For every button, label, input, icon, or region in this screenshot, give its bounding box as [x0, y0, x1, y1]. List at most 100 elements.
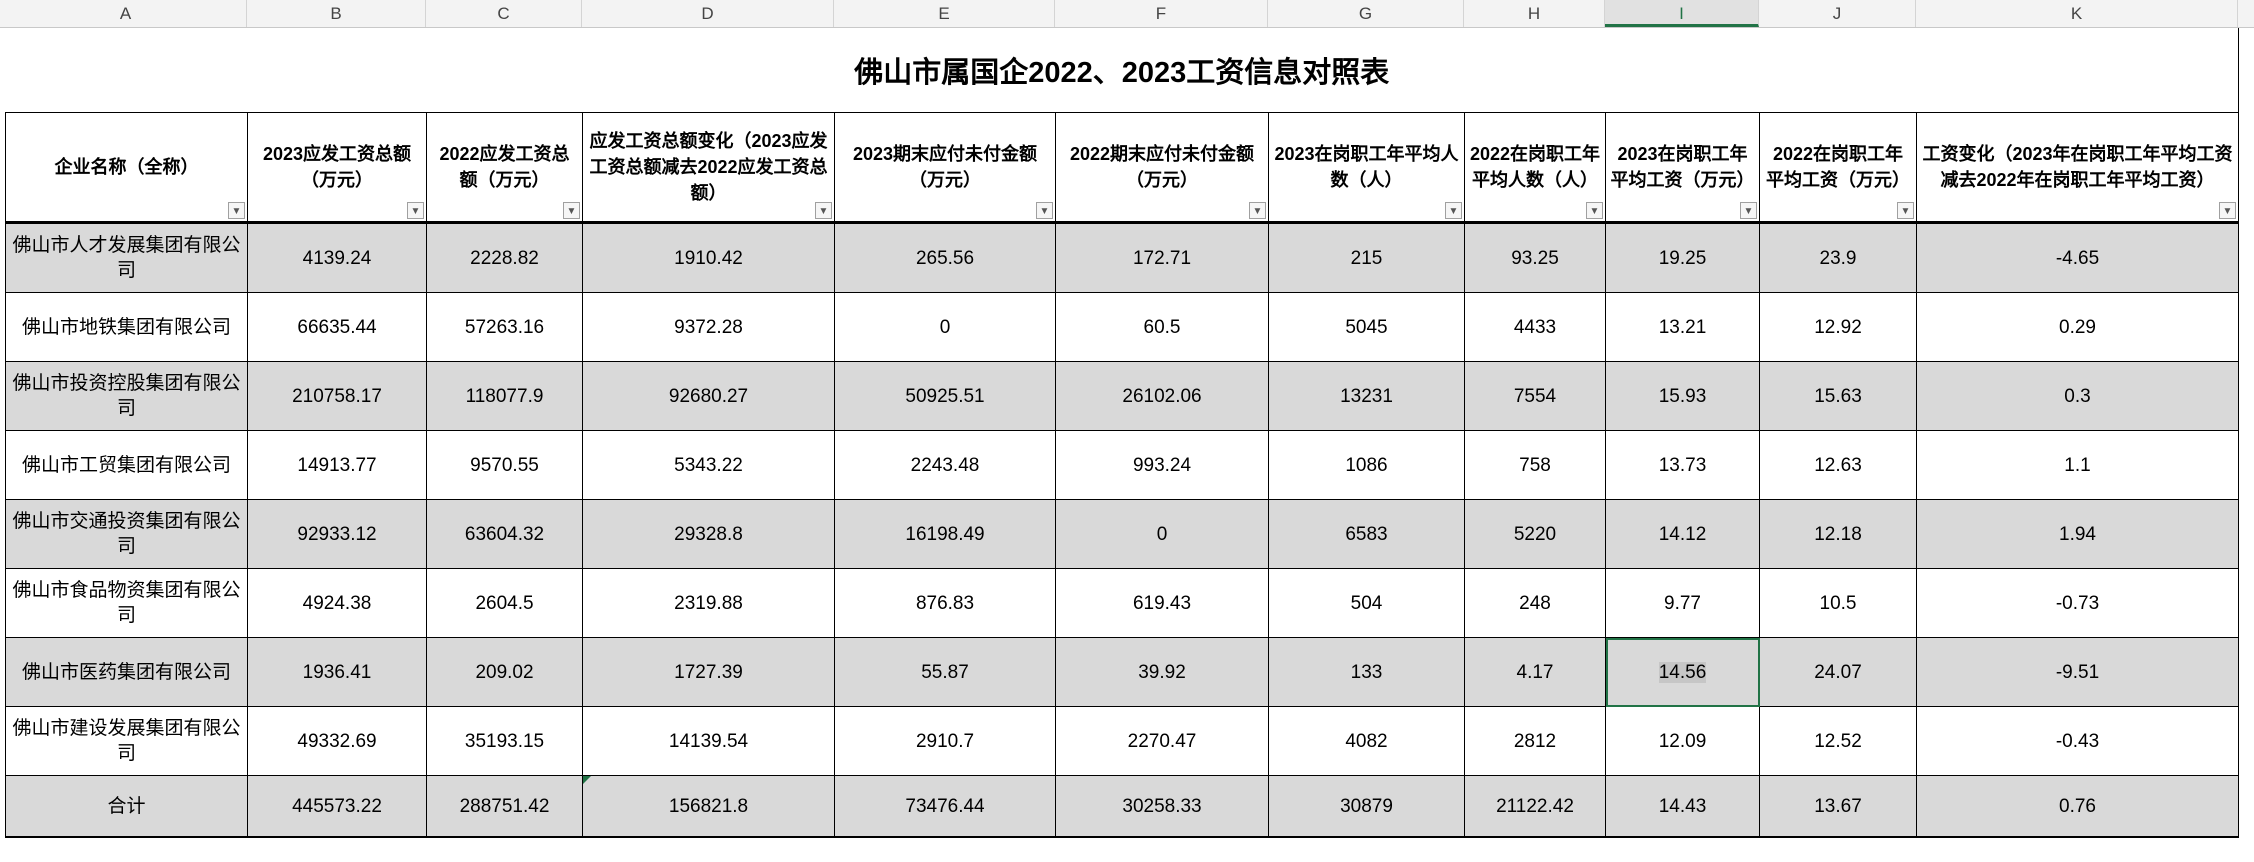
data-cell[interactable]: 1.1: [1916, 430, 2239, 500]
data-cell[interactable]: 50925.51: [834, 361, 1056, 431]
company-name-cell[interactable]: 佛山市医药集团有限公司: [5, 637, 248, 707]
data-cell[interactable]: 4924.38: [247, 568, 427, 638]
data-cell[interactable]: 14139.54: [582, 706, 835, 776]
column-header-cell[interactable]: 2023在岗职工年平均人数（人） ▼: [1268, 112, 1465, 224]
data-cell[interactable]: 265.56: [834, 222, 1056, 293]
data-cell[interactable]: 49332.69: [247, 706, 427, 776]
data-cell[interactable]: 215: [1268, 222, 1465, 293]
data-cell[interactable]: 993.24: [1055, 430, 1269, 500]
total-cell[interactable]: 73476.44: [834, 775, 1056, 838]
total-cell[interactable]: 13.67: [1759, 775, 1917, 838]
company-name-cell[interactable]: 佛山市食品物资集团有限公司: [5, 568, 248, 638]
data-cell[interactable]: 5343.22: [582, 430, 835, 500]
data-cell[interactable]: 758: [1464, 430, 1606, 500]
data-cell[interactable]: 1910.42: [582, 222, 835, 293]
filter-dropdown-icon[interactable]: ▼: [1740, 202, 1757, 219]
data-cell[interactable]: 133: [1268, 637, 1465, 707]
total-cell[interactable]: 30879: [1268, 775, 1465, 838]
data-cell[interactable]: 16198.49: [834, 499, 1056, 569]
column-header-cell[interactable]: 工资变化（2023年在岗职工年平均工资减去2022年在岗职工年平均工资） ▼: [1916, 112, 2239, 224]
data-cell[interactable]: 10.5: [1759, 568, 1917, 638]
column-header-cell[interactable]: 2023在岗职工年平均工资（万元） ▼: [1605, 112, 1760, 224]
data-cell[interactable]: 39.92: [1055, 637, 1269, 707]
total-cell[interactable]: 21122.42: [1464, 775, 1606, 838]
data-cell[interactable]: 209.02: [426, 637, 583, 707]
data-cell[interactable]: 0.3: [1916, 361, 2239, 431]
data-cell[interactable]: 2228.82: [426, 222, 583, 293]
data-cell[interactable]: 92680.27: [582, 361, 835, 431]
column-header-g[interactable]: G: [1268, 0, 1464, 27]
data-cell[interactable]: 57263.16: [426, 292, 583, 362]
total-cell[interactable]: 156821.8: [582, 775, 835, 838]
data-cell[interactable]: 7554: [1464, 361, 1606, 431]
data-cell[interactable]: 9.77: [1605, 568, 1760, 638]
column-header-k[interactable]: K: [1916, 0, 2238, 27]
column-header-e[interactable]: E: [834, 0, 1055, 27]
column-header-cell[interactable]: 2022期末应付未付金额（万元） ▼: [1055, 112, 1269, 224]
data-cell[interactable]: 12.92: [1759, 292, 1917, 362]
column-header-b[interactable]: B: [247, 0, 426, 27]
column-header-d[interactable]: D: [582, 0, 834, 27]
data-cell[interactable]: 9372.28: [582, 292, 835, 362]
data-cell[interactable]: 12.09: [1605, 706, 1760, 776]
column-header-cell[interactable]: 2023应发工资总额（万元） ▼: [247, 112, 427, 224]
data-cell[interactable]: 55.87: [834, 637, 1056, 707]
company-name-cell[interactable]: 佛山市建设发展集团有限公司: [5, 706, 248, 776]
data-cell[interactable]: 29328.8: [582, 499, 835, 569]
total-cell[interactable]: 288751.42: [426, 775, 583, 838]
column-header-cell[interactable]: 2023期末应付未付金额（万元） ▼: [834, 112, 1056, 224]
data-cell[interactable]: 14.56: [1605, 637, 1760, 707]
column-header-cell[interactable]: 2022应发工资总额（万元） ▼: [426, 112, 583, 224]
data-cell[interactable]: 504: [1268, 568, 1465, 638]
total-cell[interactable]: 445573.22: [247, 775, 427, 838]
column-header-i[interactable]: I: [1605, 0, 1759, 27]
company-name-cell[interactable]: 佛山市交通投资集团有限公司: [5, 499, 248, 569]
data-cell[interactable]: 63604.32: [426, 499, 583, 569]
data-cell[interactable]: 26102.06: [1055, 361, 1269, 431]
data-cell[interactable]: 12.18: [1759, 499, 1917, 569]
company-name-cell[interactable]: 佛山市地铁集团有限公司: [5, 292, 248, 362]
data-cell[interactable]: 6583: [1268, 499, 1465, 569]
data-cell[interactable]: 15.63: [1759, 361, 1917, 431]
column-header-f[interactable]: F: [1055, 0, 1268, 27]
data-cell[interactable]: 0: [834, 292, 1056, 362]
data-cell[interactable]: -9.51: [1916, 637, 2239, 707]
data-cell[interactable]: 92933.12: [247, 499, 427, 569]
filter-dropdown-icon[interactable]: ▼: [2219, 202, 2236, 219]
column-header-c[interactable]: C: [426, 0, 582, 27]
filter-dropdown-icon[interactable]: ▼: [228, 202, 245, 219]
data-cell[interactable]: 210758.17: [247, 361, 427, 431]
data-cell[interactable]: 172.71: [1055, 222, 1269, 293]
data-cell[interactable]: 0: [1055, 499, 1269, 569]
data-cell[interactable]: 4.17: [1464, 637, 1606, 707]
total-label[interactable]: 合计: [5, 775, 248, 838]
data-cell[interactable]: 23.9: [1759, 222, 1917, 293]
data-cell[interactable]: -0.43: [1916, 706, 2239, 776]
data-cell[interactable]: 1.94: [1916, 499, 2239, 569]
sheet-title[interactable]: 佛山市属国企2022、2023工资信息对照表: [5, 28, 2239, 113]
data-cell[interactable]: 12.52: [1759, 706, 1917, 776]
company-name-cell[interactable]: 佛山市人才发展集团有限公司: [5, 222, 248, 293]
data-cell[interactable]: 93.25: [1464, 222, 1606, 293]
filter-dropdown-icon[interactable]: ▼: [1897, 202, 1914, 219]
data-cell[interactable]: 2243.48: [834, 430, 1056, 500]
data-cell[interactable]: 35193.15: [426, 706, 583, 776]
data-cell[interactable]: 9570.55: [426, 430, 583, 500]
data-cell[interactable]: 66635.44: [247, 292, 427, 362]
data-cell[interactable]: 14913.77: [247, 430, 427, 500]
filter-dropdown-icon[interactable]: ▼: [407, 202, 424, 219]
data-cell[interactable]: 4433: [1464, 292, 1606, 362]
data-cell[interactable]: 4082: [1268, 706, 1465, 776]
data-cell[interactable]: 13231: [1268, 361, 1465, 431]
data-cell[interactable]: 2270.47: [1055, 706, 1269, 776]
data-cell[interactable]: 2812: [1464, 706, 1606, 776]
filter-dropdown-icon[interactable]: ▼: [1445, 202, 1462, 219]
column-header-cell[interactable]: 2022在岗职工年平均人数（人） ▼: [1464, 112, 1606, 224]
total-cell[interactable]: 14.43: [1605, 775, 1760, 838]
data-cell[interactable]: 15.93: [1605, 361, 1760, 431]
data-cell[interactable]: 13.21: [1605, 292, 1760, 362]
data-cell[interactable]: 1086: [1268, 430, 1465, 500]
total-cell[interactable]: 30258.33: [1055, 775, 1269, 838]
column-header-j[interactable]: J: [1759, 0, 1916, 27]
data-cell[interactable]: -4.65: [1916, 222, 2239, 293]
